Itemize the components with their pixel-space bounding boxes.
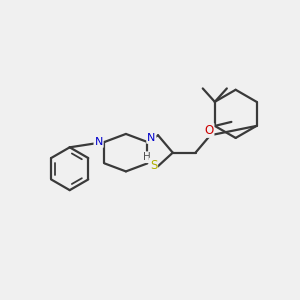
Text: H: H [142,152,150,162]
Text: O: O [204,124,214,137]
Text: S: S [150,159,157,172]
Text: N: N [147,133,155,143]
Text: N: N [94,137,103,147]
